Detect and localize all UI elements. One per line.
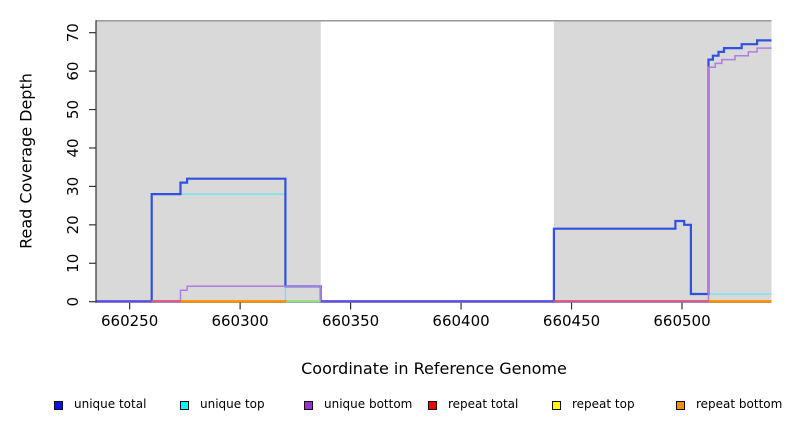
x-tick-label: 660350 <box>322 312 379 330</box>
y-tick-label: 0 <box>64 297 82 307</box>
y-axis-title: Read Coverage Depth <box>16 73 36 249</box>
y-tick-label: 40 <box>64 138 82 157</box>
plot-canvas: 660250 660300 660350 660400 660450 660500 0 10 2… <box>64 19 772 330</box>
y-tick-label: 60 <box>64 62 82 81</box>
y-tick-label: 20 <box>64 215 82 234</box>
y-tick-label: 70 <box>64 23 82 42</box>
x-axis-title: Coordinate in Reference Genome <box>301 359 567 378</box>
legend-label-repeat-bottom: repeat bottom <box>696 397 783 411</box>
series-line-unique-total <box>96 39 772 303</box>
legend-label-unique-total: unique total <box>74 397 147 411</box>
y-tick-label: 10 <box>64 254 82 273</box>
legend-marker-unique-top <box>180 401 189 410</box>
series-line-unique-bottom <box>96 47 772 303</box>
x-tick-label: 660500 <box>653 312 710 330</box>
legend-label-unique-top: unique top <box>200 397 265 411</box>
x-tick-label: 660400 <box>432 312 489 330</box>
legend-label-repeat-total: repeat total <box>448 397 519 411</box>
legend: unique total unique top unique bottom repea… <box>0 396 792 418</box>
legend-marker-unique-total <box>54 401 63 410</box>
legend-label-repeat-top: repeat top <box>572 397 635 411</box>
y-tick-label: 50 <box>64 100 82 119</box>
repeat-region-right <box>553 20 772 303</box>
legend-marker-unique-bottom <box>304 401 313 410</box>
x-tick-label: 660450 <box>543 312 600 330</box>
x-tick-label: 660300 <box>211 312 268 330</box>
legend-marker-repeat-top <box>552 401 561 410</box>
x-tick-label: 660250 <box>101 312 158 330</box>
legend-marker-repeat-bottom <box>676 401 685 410</box>
legend-marker-repeat-total <box>428 401 437 410</box>
legend-label-unique-bottom: unique bottom <box>324 397 413 411</box>
y-tick-label: 30 <box>64 177 82 196</box>
repeat-region-left <box>96 20 321 303</box>
